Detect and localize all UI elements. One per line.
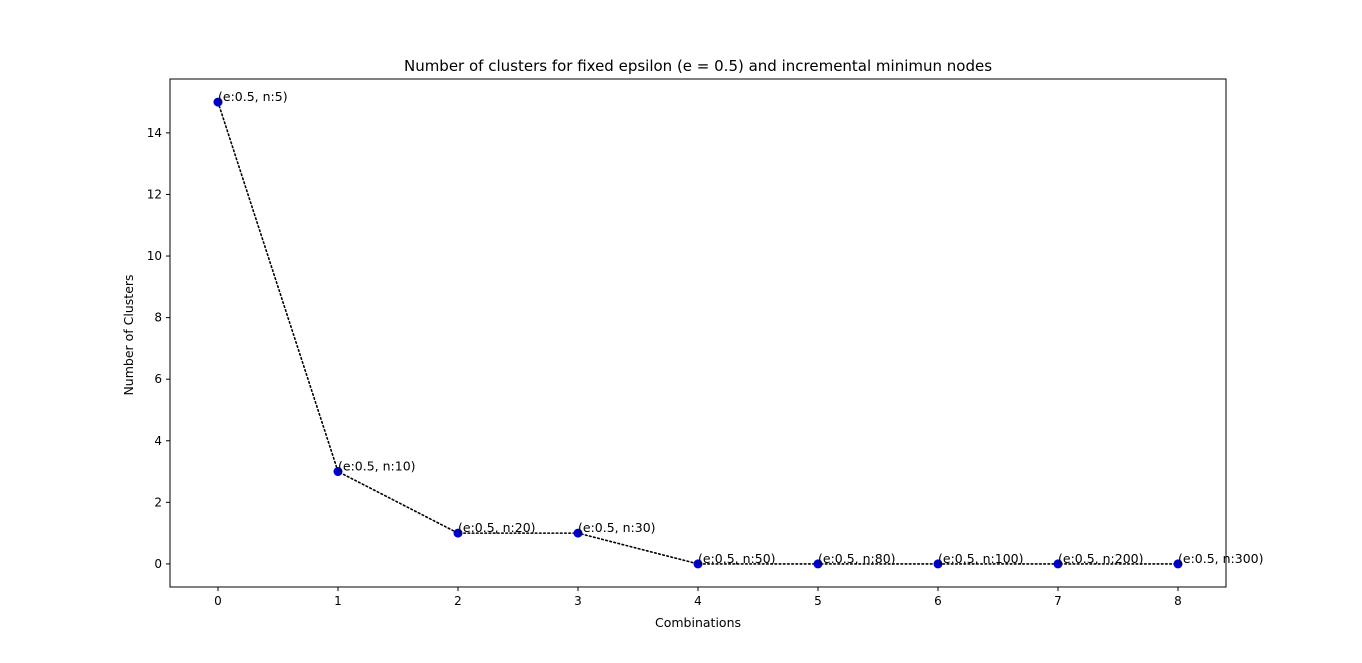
series-line [217, 101, 1179, 565]
data-point [453, 528, 463, 538]
data-point [1173, 559, 1183, 569]
x-tick-label: 4 [694, 594, 702, 608]
point-label: (e:0.5, n:10) [338, 459, 416, 474]
data-point [933, 559, 943, 569]
y-tick-label: 14 [147, 126, 162, 140]
x-axis-label: Combinations [655, 615, 741, 630]
point-label: (e:0.5, n:200) [1058, 551, 1143, 566]
y-tick-label: 2 [154, 495, 162, 509]
y-tick-label: 8 [154, 311, 162, 325]
data-point [1053, 559, 1063, 569]
y-tick-label: 0 [154, 557, 162, 571]
point-label: (e:0.5, n:300) [1178, 551, 1263, 566]
y-tick-label: 6 [154, 372, 162, 386]
point-label: (e:0.5, n:5) [218, 89, 288, 104]
point-label: (e:0.5, n:30) [578, 520, 656, 535]
data-point [333, 467, 343, 477]
x-tick-label: 1 [334, 594, 342, 608]
data-point [573, 528, 583, 538]
y-tick-label: 4 [154, 434, 162, 448]
x-tick-label: 2 [454, 594, 462, 608]
point-label: (e:0.5, n:80) [818, 551, 896, 566]
data-point [693, 559, 703, 569]
data-point [213, 97, 223, 107]
chart-title: Number of clusters for fixed epsilon (e … [404, 57, 992, 75]
x-tick-label: 3 [574, 594, 582, 608]
y-tick-label: 10 [147, 249, 162, 263]
point-label: (e:0.5, n:100) [938, 551, 1023, 566]
y-axis-label: Number of Clusters [121, 274, 136, 395]
data-point [813, 559, 823, 569]
y-tick-label: 12 [147, 187, 162, 201]
point-label: (e:0.5, n:20) [458, 520, 536, 535]
point-label: (e:0.5, n:50) [698, 551, 776, 566]
x-tick-label: 8 [1174, 594, 1182, 608]
x-tick-label: 7 [1054, 594, 1062, 608]
x-tick-label: 5 [814, 594, 822, 608]
x-tick-label: 0 [214, 594, 222, 608]
x-tick-label: 6 [934, 594, 942, 608]
